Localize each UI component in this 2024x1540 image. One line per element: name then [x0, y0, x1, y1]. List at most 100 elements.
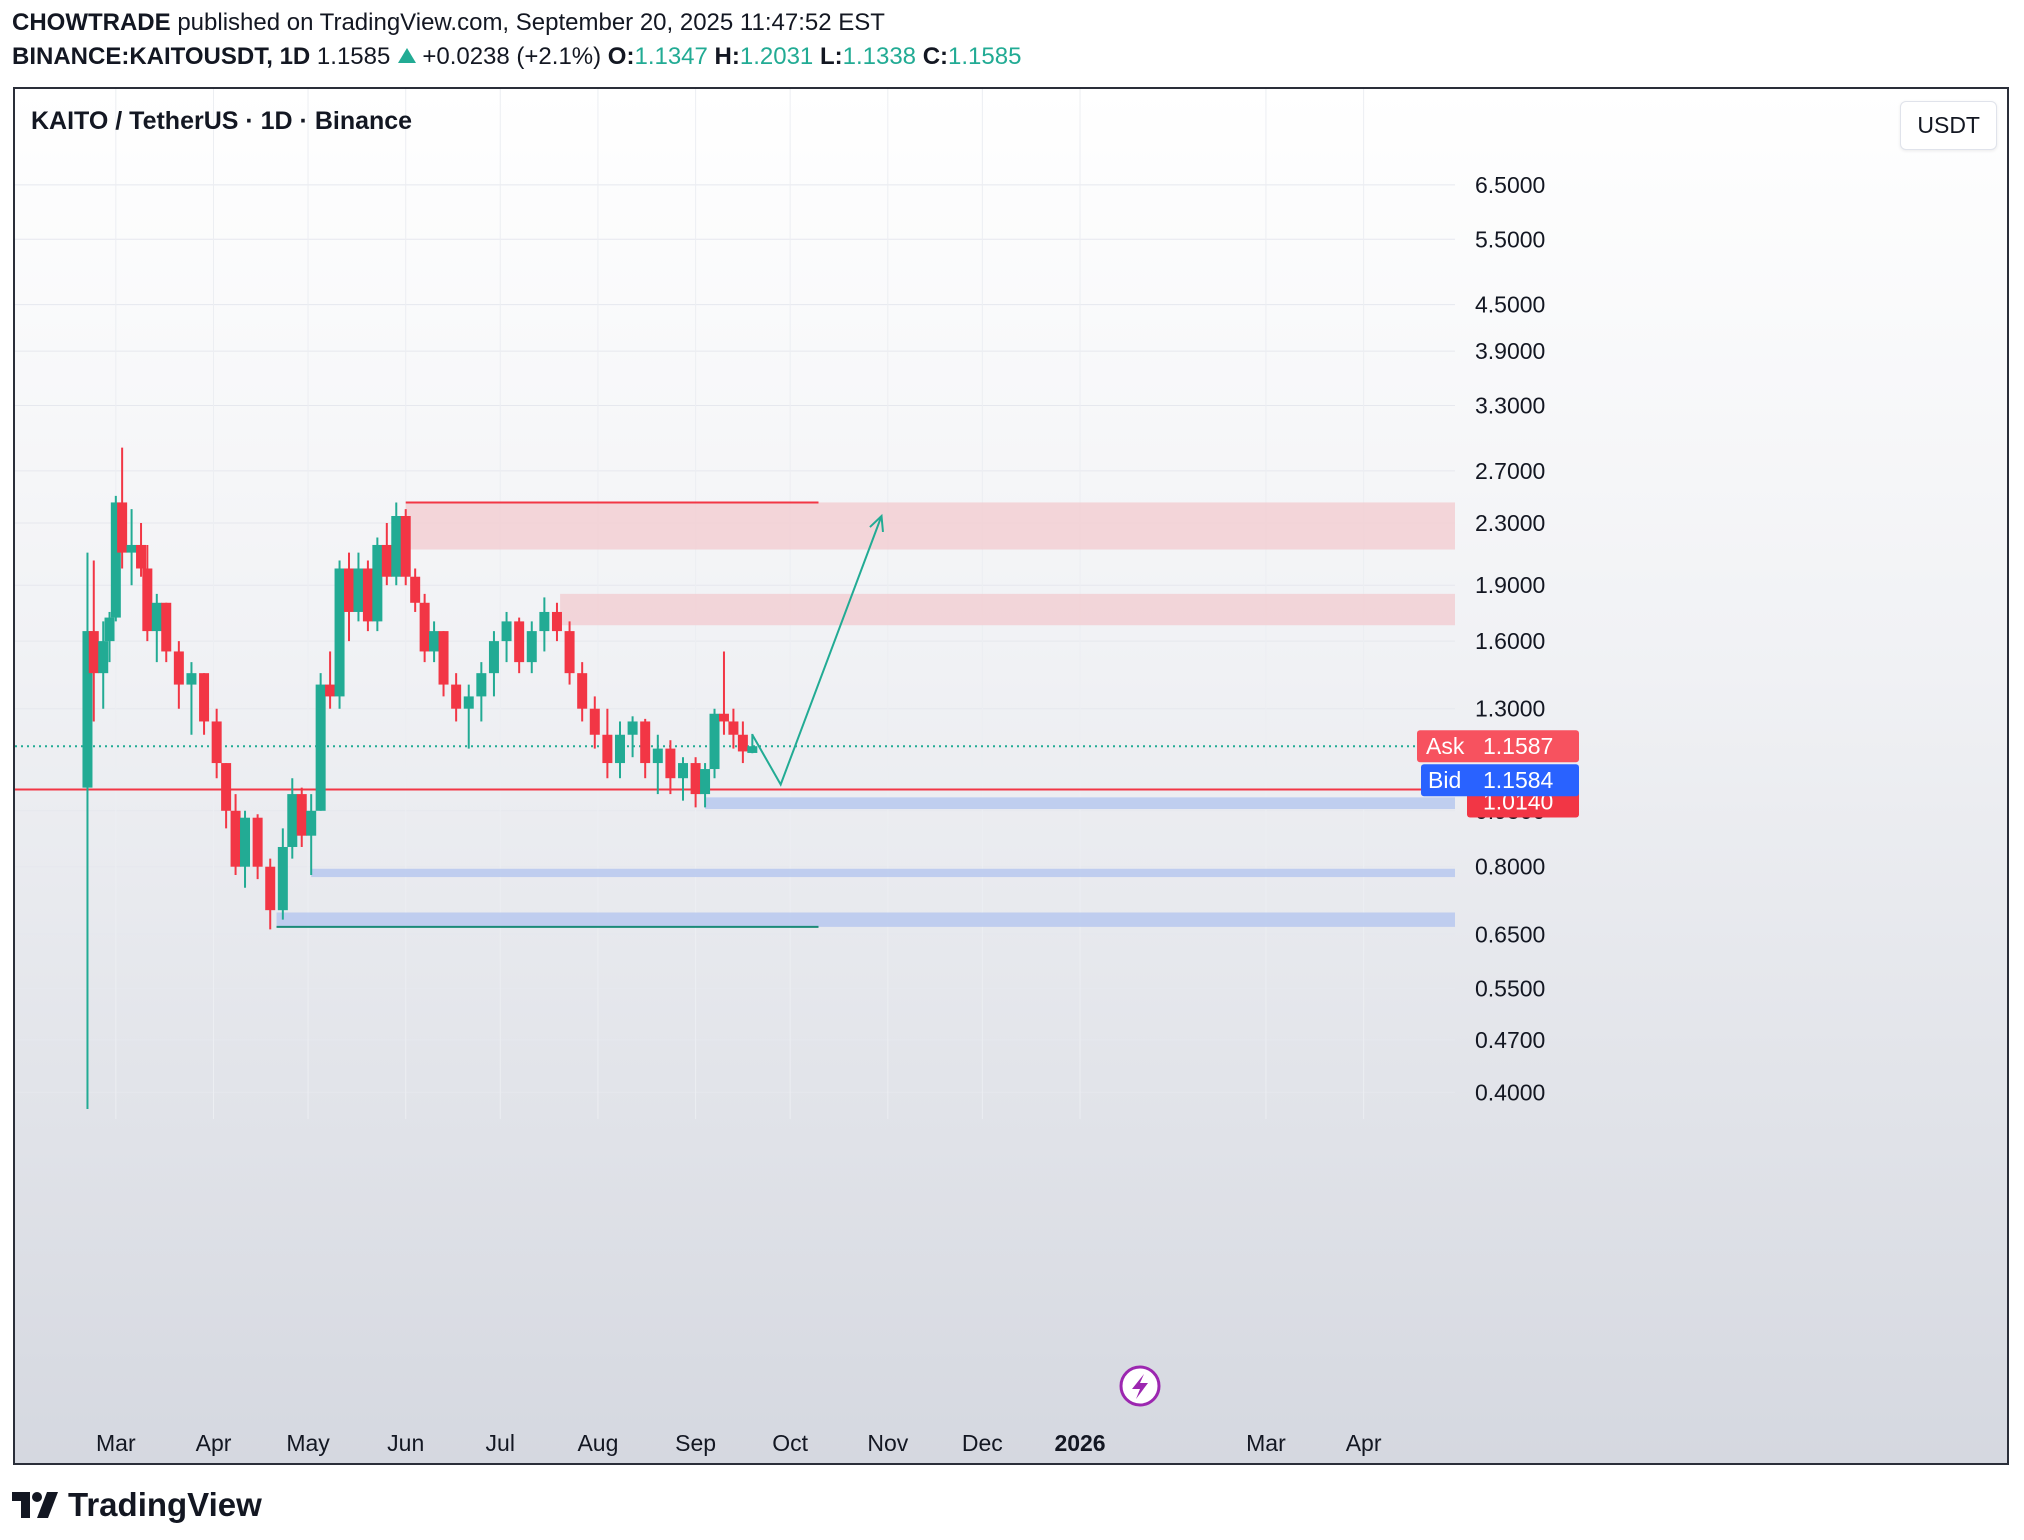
projection-arrowhead — [869, 513, 884, 533]
candle-body — [110, 502, 121, 618]
candle-body — [315, 684, 326, 811]
high-label: H: — [714, 43, 740, 70]
high-value: 1.2031 — [739, 43, 814, 70]
candle-body — [161, 602, 172, 652]
chart-frame[interactable]: 6.5000 5.5000 4.5000 3.9000 3.3000 2.7000 2.30… — [13, 87, 2009, 1465]
y-tick-label: 4.5000 — [1475, 292, 1545, 318]
bid-price: 1.1584 — [1483, 767, 1554, 793]
candle-body — [728, 721, 739, 735]
projection-path — [751, 513, 884, 787]
candle-body — [747, 746, 758, 753]
y-tick-label: 0.4700 — [1475, 1027, 1545, 1053]
publish-info: CHOWTRADE published on TradingView.com, … — [12, 8, 885, 38]
candle-body — [211, 721, 222, 764]
x-tick-label: Jun — [387, 1430, 424, 1456]
x-tick-label: Mar — [96, 1430, 136, 1456]
ask-label: Ask — [1426, 733, 1465, 759]
candle-body — [265, 866, 276, 911]
x-tick-label: Aug — [577, 1430, 618, 1456]
candle-body — [117, 502, 128, 553]
x-tick-label: May — [286, 1430, 330, 1456]
candle-body — [252, 817, 263, 867]
y-tick-label: 6.5000 — [1475, 172, 1545, 198]
candle-body — [277, 846, 288, 911]
candle-body — [82, 631, 93, 788]
candle-body — [737, 734, 748, 752]
candle-body — [410, 576, 421, 603]
currency-button[interactable]: USDT — [1900, 101, 1997, 150]
candle-body — [501, 621, 512, 642]
candle-body — [400, 516, 411, 577]
candle-body — [614, 734, 625, 764]
demand-zone — [311, 868, 1455, 878]
x-tick-label: Apr — [1346, 1430, 1382, 1456]
candle-body — [640, 721, 651, 764]
x-tick-label: Jul — [486, 1430, 515, 1456]
candle-body — [438, 631, 449, 685]
published-text: published on TradingView.com, September … — [177, 9, 885, 36]
candle-body — [539, 611, 550, 632]
candle-body — [678, 763, 689, 779]
zones — [276, 502, 1455, 927]
y-tick-label: 2.7000 — [1475, 458, 1545, 484]
candle-body — [230, 810, 241, 867]
candle-body — [104, 617, 115, 642]
low-label: L: — [819, 43, 843, 70]
candle-body — [221, 763, 232, 811]
candle-body — [126, 544, 137, 553]
low-value: 1.1338 — [842, 43, 917, 70]
price-axis[interactable]: 6.5000 5.5000 4.5000 3.9000 3.3000 2.7000 2.30… — [1475, 172, 1545, 1105]
y-tick-label: 0.6500 — [1475, 921, 1545, 947]
ohlc-legend: BINANCE:KAITOUSDT, 1D 1.1585 +0.0238 (+2.… — [12, 42, 1021, 72]
y-tick-label: 2.3000 — [1475, 510, 1545, 536]
candle-body — [88, 631, 99, 674]
candle-body — [325, 684, 336, 697]
candle-body — [602, 734, 613, 764]
x-tick-label: Oct — [772, 1430, 808, 1456]
candle-body — [142, 568, 153, 632]
price-change: +0.0238 (+2.1%) — [422, 43, 602, 70]
price-chart[interactable]: 6.5000 5.5000 4.5000 3.9000 3.3000 2.7000 2.30… — [15, 89, 2007, 1463]
candle-body — [577, 673, 588, 709]
tradingview-logo[interactable]: TradingView — [12, 1486, 262, 1524]
y-tick-label: 1.3000 — [1475, 696, 1545, 722]
candle-body — [362, 568, 373, 622]
candle-body — [296, 794, 307, 836]
close-label: C: — [922, 43, 949, 70]
candle-body — [391, 516, 402, 577]
x-tick-label: Mar — [1246, 1430, 1286, 1456]
lightning-icon[interactable] — [1119, 1365, 1161, 1407]
time-axis[interactable]: Mar Apr May Jun Jul Aug Sep Oct Nov Dec 2026 Mar Apr — [96, 1430, 1382, 1456]
open-label: O: — [607, 43, 635, 70]
y-tick-label: 0.5500 — [1475, 976, 1545, 1002]
candle-body — [287, 794, 298, 847]
candle-body — [186, 673, 197, 685]
candle-body — [419, 602, 430, 652]
candle-body — [627, 721, 638, 735]
x-tick-label: 2026 — [1054, 1430, 1105, 1456]
x-tick-label: Nov — [867, 1430, 908, 1456]
candle-body — [463, 696, 474, 709]
x-tick-label: Apr — [196, 1430, 232, 1456]
close-value: 1.1585 — [948, 43, 1022, 70]
symbol-label: BINANCE:KAITOUSDT, 1D — [12, 43, 311, 70]
candle-body — [700, 769, 711, 795]
author-name[interactable]: CHOWTRADE — [12, 9, 171, 36]
projection-line — [751, 515, 883, 787]
candle-body — [353, 568, 364, 612]
candle-body — [514, 621, 525, 663]
candle-body — [526, 631, 537, 663]
candle-body — [151, 602, 162, 632]
candle-body — [589, 708, 600, 735]
candle-body — [306, 810, 317, 836]
x-tick-label: Dec — [962, 1430, 1003, 1456]
y-tick-label: 1.9000 — [1475, 572, 1545, 598]
candle-body — [709, 713, 720, 770]
candle-body — [488, 641, 499, 674]
tradingview-logo-icon — [12, 1492, 58, 1518]
y-tick-label: 5.5000 — [1475, 226, 1545, 252]
candle-body — [344, 568, 355, 612]
candle-body — [551, 611, 562, 632]
candle-body — [451, 684, 462, 709]
demand-zone — [705, 797, 1455, 810]
